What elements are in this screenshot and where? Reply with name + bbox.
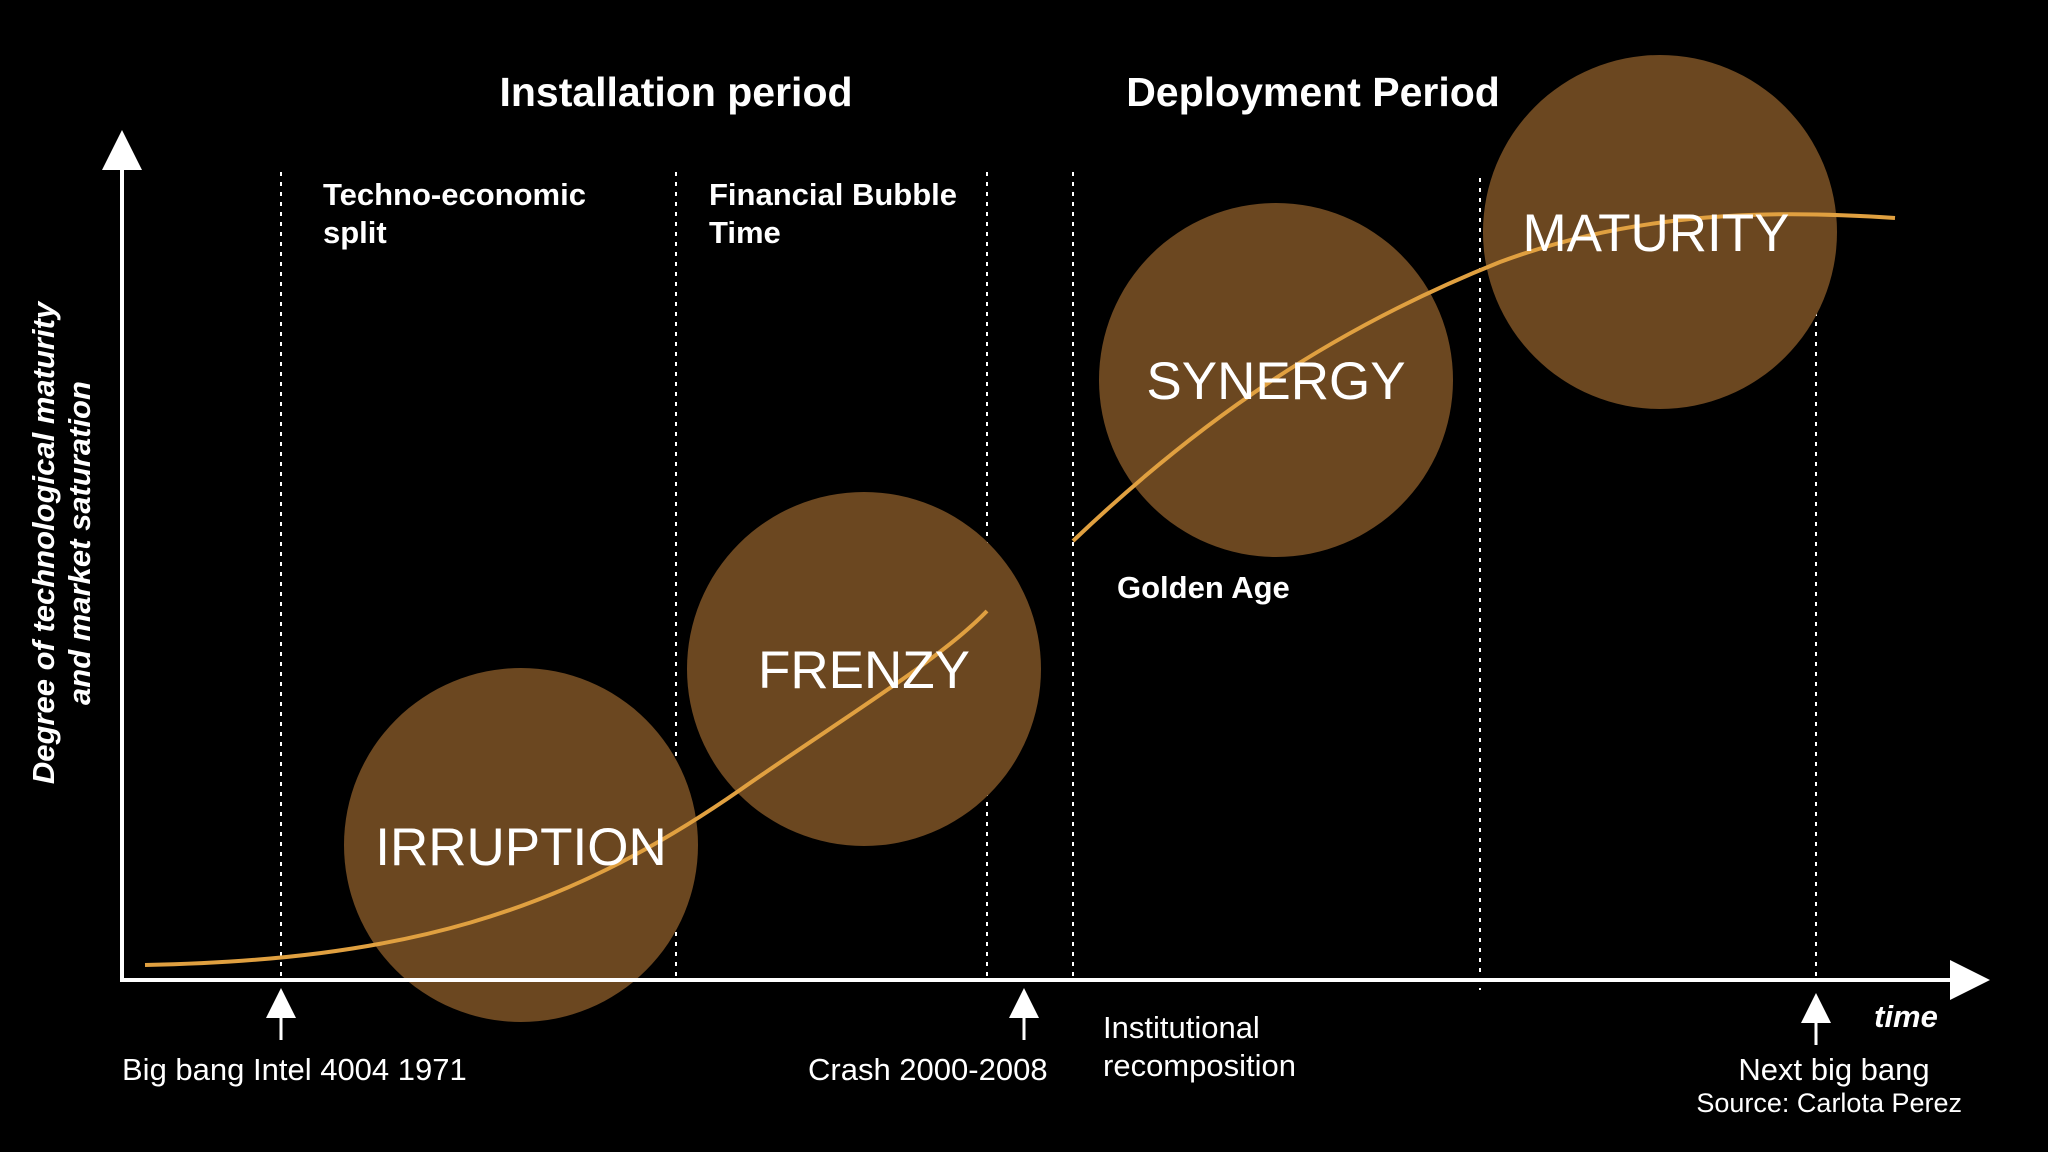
crash-label: Crash 2000-2008 [808, 1052, 1048, 1087]
institutional-label-line1: Institutional [1103, 1010, 1260, 1045]
synergy-label: SYNERGY [1146, 352, 1405, 411]
x-axis-label: time [1874, 999, 1938, 1034]
frenzy-bubble [687, 492, 1041, 846]
source-credit: Source: Carlota Perez [1696, 1088, 1962, 1118]
golden-age-label: Golden Age [1117, 570, 1290, 605]
installation-period-title: Installation period [499, 69, 852, 115]
techno-economic-label-line1: Techno-economic [323, 177, 586, 212]
deployment-period-title: Deployment Period [1126, 69, 1500, 115]
frenzy-label: FRENZY [758, 641, 970, 700]
installation-curve [144, 609, 989, 967]
maturity-label: MATURITY [1523, 204, 1790, 263]
techno-economic-label-line2: split [323, 215, 387, 250]
maturity-bubble [1483, 55, 1837, 409]
big-bang-label: Big bang Intel 4004 1971 [122, 1052, 467, 1087]
next-big-bang-label: Next big bang [1738, 1052, 1929, 1087]
financial-bubble-label-line1: Financial Bubble [709, 177, 957, 212]
institutional-label-line2: recomposition [1103, 1048, 1296, 1083]
irruption-label: IRRUPTION [375, 818, 667, 877]
financial-bubble-label-line2: Time [709, 215, 781, 250]
y-axis-label-line1: Degree of technological maturity [26, 300, 61, 784]
deployment-curve [1071, 212, 1896, 543]
y-axis-label: Degree of technological maturity and mar… [26, 300, 97, 784]
y-axis-label-line2: and market saturation [62, 381, 97, 705]
